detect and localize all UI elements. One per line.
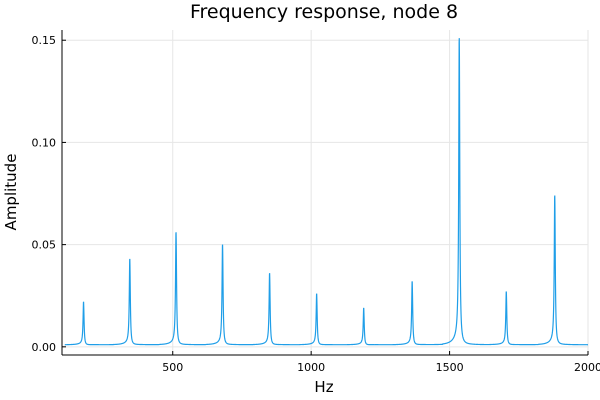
axes: 500 1000 1500 2000 0.00 0.05 0.10 0.15	[32, 30, 600, 374]
y-axis-label: Amplitude	[2, 154, 20, 231]
series-layer	[64, 38, 588, 346]
x-tick-label: 1000	[297, 361, 325, 374]
chart-title: Frequency response, node 8	[190, 1, 458, 23]
x-tick-label: 1500	[436, 361, 464, 374]
x-tick-label: 500	[162, 361, 183, 374]
series-line	[64, 38, 588, 346]
x-axis-label: Hz	[314, 378, 333, 396]
y-tick-label: 0.15	[32, 34, 57, 47]
x-tick-label: 2000	[574, 361, 600, 374]
y-tick-label: 0.05	[32, 239, 57, 252]
y-tick-label: 0.10	[32, 136, 57, 149]
y-tick-label: 0.00	[32, 341, 57, 354]
grid	[62, 30, 589, 355]
